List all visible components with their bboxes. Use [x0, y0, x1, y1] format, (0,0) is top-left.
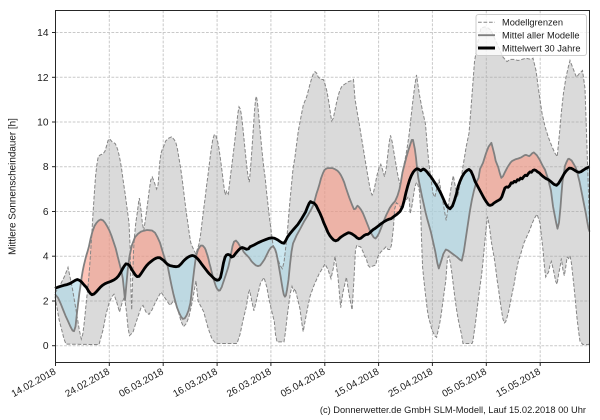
svg-text:14: 14 [37, 28, 49, 39]
svg-text:4: 4 [43, 252, 49, 263]
svg-text:Modellgrenzen: Modellgrenzen [502, 18, 563, 28]
svg-text:(c) Donnerwetter.de GmbH SLM-M: (c) Donnerwetter.de GmbH SLM-Modell, Lau… [320, 405, 586, 415]
svg-text:0: 0 [43, 341, 49, 352]
svg-text:12: 12 [37, 73, 49, 84]
svg-text:6: 6 [43, 207, 49, 218]
svg-text:Mittlere Sonnenscheindauer [h]: Mittlere Sonnenscheindauer [h] [8, 118, 19, 255]
svg-text:10: 10 [37, 118, 49, 129]
svg-text:2: 2 [43, 297, 49, 308]
svg-text:Mittelwert 30 Jahre: Mittelwert 30 Jahre [502, 43, 581, 53]
svg-text:Mittel aller Modelle: Mittel aller Modelle [502, 31, 580, 41]
svg-text:8: 8 [43, 162, 49, 173]
